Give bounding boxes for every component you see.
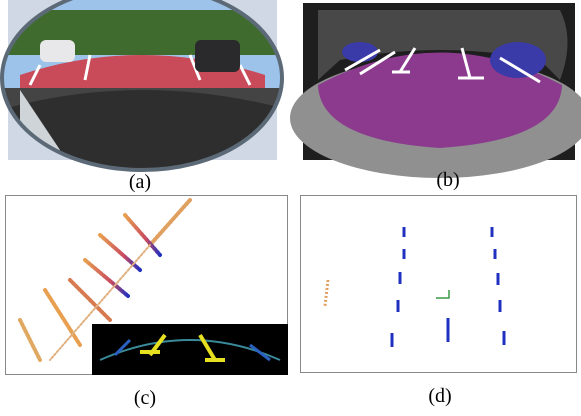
panel-d-image bbox=[301, 196, 577, 373]
caption: (c) bbox=[134, 387, 156, 409]
caption: (d) bbox=[428, 385, 451, 407]
panel-b-image bbox=[290, 3, 581, 178]
caption: (b) bbox=[436, 169, 459, 191]
panel-c-image bbox=[6, 196, 289, 376]
page: (a) (b) (c) bbox=[0, 0, 581, 416]
caption: (a) bbox=[129, 171, 151, 193]
panel-a-image bbox=[0, 0, 290, 170]
figure: (a) (b) (c) bbox=[0, 0, 581, 416]
